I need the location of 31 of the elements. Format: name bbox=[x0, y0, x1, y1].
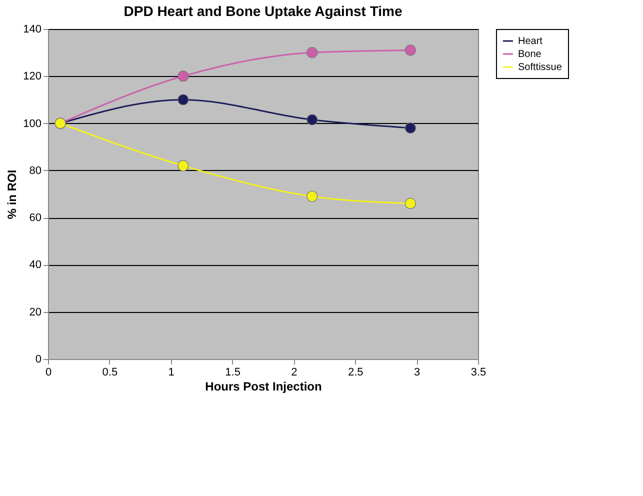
point bbox=[178, 94, 189, 106]
legend-label: Heart bbox=[518, 36, 543, 47]
x-tick-label: 0.5 bbox=[102, 366, 118, 378]
y-tick-label: 40 bbox=[29, 259, 42, 272]
x-tick-label: 1 bbox=[168, 366, 174, 378]
x-axis-title: Hours Post Injection bbox=[205, 380, 322, 394]
y-axis-title: % in ROI bbox=[5, 170, 20, 220]
y-tick-label: 100 bbox=[23, 118, 42, 130]
x-tick-label: 3.5 bbox=[470, 366, 486, 378]
x-tick-label: 0 bbox=[45, 366, 52, 378]
point bbox=[306, 190, 318, 202]
y-tick-label: 0 bbox=[35, 354, 42, 366]
y-tick-label: 140 bbox=[23, 24, 42, 36]
y-tick-label: 120 bbox=[23, 70, 42, 83]
x-tick-label: 3 bbox=[414, 366, 420, 378]
point bbox=[404, 44, 416, 56]
point bbox=[404, 198, 416, 209]
chart-title: DPD Heart and Bone Uptake Against Time bbox=[124, 3, 402, 19]
point bbox=[178, 160, 189, 172]
point bbox=[306, 47, 318, 58]
legend-label: Softtissue bbox=[518, 62, 562, 73]
y-tick-label: 20 bbox=[29, 306, 42, 318]
y-tick-label: 80 bbox=[29, 164, 42, 177]
point bbox=[178, 70, 189, 82]
point bbox=[306, 114, 318, 126]
x-tick-label: 2.5 bbox=[348, 366, 364, 378]
legend-label: Bone bbox=[518, 49, 542, 60]
x-tick-label: 2 bbox=[291, 366, 298, 378]
point bbox=[404, 122, 416, 134]
y-tick-label: 60 bbox=[29, 212, 42, 224]
x-tick-label: 1.5 bbox=[225, 366, 240, 378]
